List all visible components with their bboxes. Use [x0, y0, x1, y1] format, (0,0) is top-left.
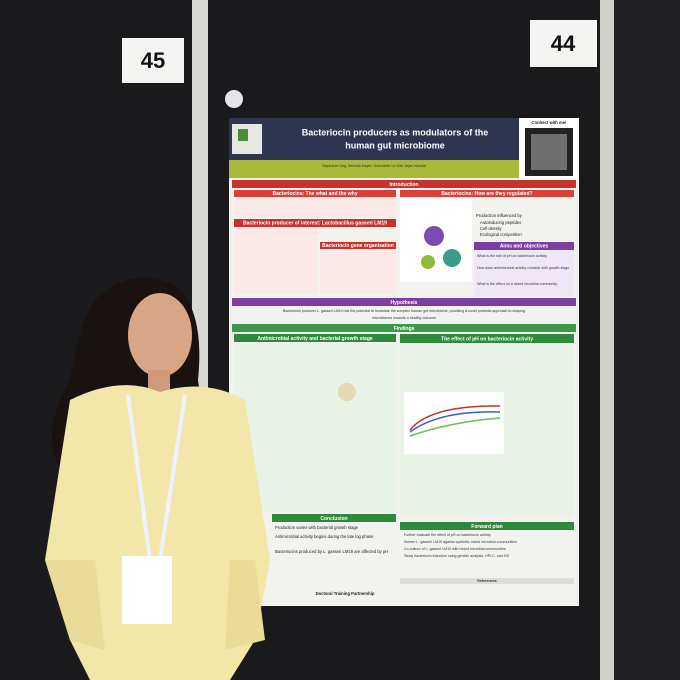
text-box: [234, 198, 396, 218]
subsection-bar: [234, 219, 396, 227]
connect-label: Connect with me!: [532, 120, 567, 125]
curve: [409, 417, 501, 437]
hypothesis-text: Bacteriocin producer L. gasseri LM19 has…: [283, 309, 525, 313]
section-bar: [400, 522, 574, 530]
subsection-heading: The effect of pH on bacteriocin activity: [441, 336, 533, 342]
curve: [409, 405, 501, 431]
sticker: [225, 90, 243, 108]
plan-item: Study bacteriocin induction using geneti…: [404, 554, 510, 558]
pole: [600, 0, 614, 680]
aim: What is the effect on a mixed microbial …: [477, 282, 557, 286]
author-band: [229, 160, 519, 178]
text-box: [474, 250, 574, 296]
references-bar: [400, 578, 574, 584]
lanyard: [126, 394, 187, 561]
section-bar: [232, 298, 576, 306]
section-heading: Forward plan: [471, 524, 502, 530]
subsection-heading: Bacteriocins: The what and the why: [272, 191, 357, 197]
subsection-bar: [400, 334, 574, 343]
bacteria-icon: [443, 249, 461, 267]
subsection-bar: [474, 242, 574, 250]
subsection-bar: [320, 242, 396, 249]
subsection-heading: Bacteriocins: How are they regulated?: [441, 191, 532, 197]
section-bar: [232, 180, 576, 188]
sleeve: [225, 560, 265, 650]
partnership: Doctoral Training Partnership: [316, 591, 375, 596]
name-badge: [122, 556, 172, 624]
poster-title: Bacteriocin producers as modulators of t…: [302, 127, 489, 137]
poster-title: human gut microbiome: [345, 140, 445, 150]
text-box: [320, 250, 396, 294]
subsection-bar: [234, 334, 396, 342]
poster-header: [229, 118, 519, 160]
figure-box: [234, 344, 396, 512]
qr-code: [525, 128, 573, 176]
conclusion-text: Bacteriocins produced by L. gasseri LM19…: [275, 549, 388, 554]
board-number: 44: [551, 31, 576, 56]
regulation-text: Cell density: [480, 226, 503, 231]
figure-box: [234, 228, 318, 294]
subsection-heading: Aims and objectives: [500, 243, 549, 249]
section-heading: Introduction: [389, 182, 418, 188]
plan-item: Further evaluate the effect of pH on bac…: [404, 533, 491, 537]
bacteria-icon: [424, 226, 444, 246]
number-card: [530, 20, 597, 67]
subsection-heading: Bacteriocin gene organisation: [322, 243, 394, 249]
neck: [148, 370, 170, 392]
authors: Stephanie Ong, Melinda Mayer, Gwenaelle …: [322, 164, 426, 168]
face: [128, 293, 192, 377]
regulation-text: Production influenced by: [476, 213, 523, 218]
section-bar: [232, 324, 576, 332]
subsection-bar: [234, 190, 396, 197]
subsection-heading: Antimicrobial activity and bacterial gro…: [257, 336, 373, 342]
references-heading: References: [477, 579, 496, 583]
plan-item: Co-culture of L. gasseri LM19 with mixed…: [404, 547, 506, 551]
section-bar: [272, 514, 396, 522]
blouse: [45, 385, 270, 680]
regulation-text: Ecological competition: [480, 232, 522, 237]
graph: [404, 392, 504, 454]
logo-mark: [238, 129, 248, 141]
board-number: 45: [141, 48, 165, 73]
right-board: [614, 0, 680, 680]
plan-item: Screen L. gasseri LM19 against synthetic…: [404, 540, 517, 544]
curve: [409, 411, 501, 433]
aim: How does antimicrobial activity coincide…: [477, 266, 569, 270]
sleeve: [45, 560, 105, 650]
conclusion-text: Antimicrobial activity begins during the…: [275, 534, 374, 539]
subsection-bar: [400, 190, 574, 197]
section-heading: Findings: [394, 326, 415, 332]
regulation-text: Autoinducing peptides: [480, 220, 521, 225]
conclusion-text: Production varies with bacterial growth …: [275, 525, 359, 530]
qr-pattern: [531, 134, 567, 170]
section-heading: Hypothesis: [391, 300, 418, 306]
section-heading: Conclusion: [320, 516, 347, 522]
number-card: [122, 38, 184, 83]
bacteria-icon: [421, 255, 435, 269]
subsection-heading: Bacteriocin producer of interest: Lactob…: [243, 220, 387, 226]
aim: What is the role of pH on bacteriocin ac…: [477, 254, 547, 258]
hypothesis-text: microbiomes towards a healthy outcome: [372, 316, 436, 320]
plate-icon: [338, 383, 356, 401]
